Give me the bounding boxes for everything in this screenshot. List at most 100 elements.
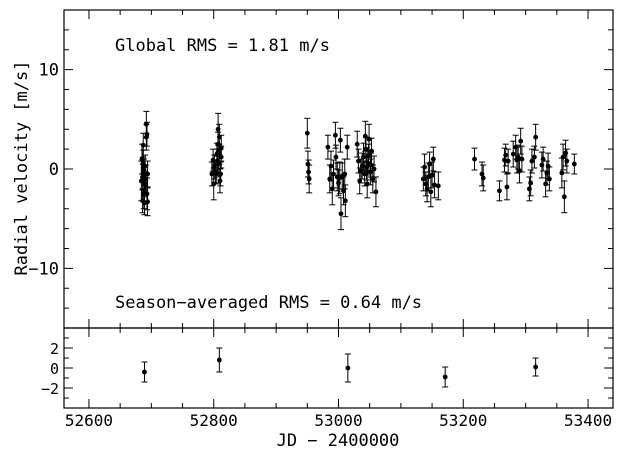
residual-point-1 <box>216 347 223 373</box>
data-point <box>528 180 534 186</box>
data-point <box>338 211 344 217</box>
main-point-89 <box>480 164 487 192</box>
residual-point-4 <box>532 357 539 377</box>
data-point <box>218 154 224 160</box>
data-point <box>432 182 437 188</box>
data-point <box>362 133 368 139</box>
residual-plot-frame <box>63 327 614 409</box>
data-point <box>510 151 516 157</box>
data-point <box>560 154 566 160</box>
x-tick-label: 53400 <box>564 411 612 430</box>
data-point <box>371 166 377 172</box>
y-tick-label: 10 <box>39 61 59 81</box>
data-point <box>472 156 477 162</box>
data-point <box>515 154 521 160</box>
data-point <box>533 364 539 370</box>
x-tick-label: 52800 <box>190 411 238 430</box>
x-axis-label: JD − 2400000 <box>277 431 400 450</box>
data-point <box>533 134 539 140</box>
main-point-85 <box>431 171 438 199</box>
global-rms-annotation: Global RMS = 1.81 m/s <box>115 36 330 56</box>
data-point <box>518 138 524 144</box>
main-point-117 <box>563 148 570 174</box>
main-point-94 <box>505 148 512 174</box>
data-point <box>505 158 511 164</box>
main-point-86 <box>435 171 442 201</box>
data-point <box>145 171 150 177</box>
data-point <box>142 369 147 375</box>
main-point-54 <box>342 184 349 218</box>
data-point <box>531 154 537 160</box>
y-tick-label: 2 <box>50 340 59 358</box>
main-point-113 <box>558 157 565 189</box>
y-tick-label: 0 <box>49 160 59 180</box>
data-point <box>341 188 346 194</box>
data-point <box>430 156 436 162</box>
x-tick-label: 53000 <box>314 411 362 430</box>
data-point <box>140 142 146 148</box>
main-point-34 <box>218 145 225 169</box>
main-point-104 <box>528 148 535 174</box>
main-x-ticks <box>88 10 589 328</box>
main-point-100 <box>517 127 524 155</box>
residual-panel: −2 0 2 52600 52800 53000 53200 53400 JD − 2400… <box>41 327 614 450</box>
data-point <box>209 171 215 177</box>
data-point <box>364 181 370 187</box>
data-point <box>333 154 339 160</box>
residual-point-2 <box>344 353 351 383</box>
data-point <box>142 163 148 169</box>
y-tick-label: −10 <box>28 259 59 279</box>
residual-data-points <box>141 347 539 388</box>
main-point-16 <box>144 187 151 217</box>
main-point-112 <box>546 166 553 192</box>
data-point <box>429 172 435 178</box>
data-point <box>217 178 223 184</box>
main-point-105 <box>531 145 538 169</box>
main-point-84 <box>430 146 437 172</box>
data-point <box>345 365 351 371</box>
main-point-61 <box>360 142 367 172</box>
main-point-47 <box>335 169 342 197</box>
main-point-93 <box>503 173 510 201</box>
data-point <box>306 176 312 182</box>
data-point <box>540 156 546 162</box>
residual-y-ticks: −2 0 2 <box>41 327 613 409</box>
season-rms-annotation: Season−averaged RMS = 0.64 m/s <box>115 293 422 313</box>
data-point <box>328 163 334 169</box>
main-point-49 <box>337 127 344 153</box>
data-point <box>519 156 525 162</box>
main-point-44 <box>332 121 339 149</box>
main-point-115 <box>561 180 568 214</box>
main-point-75 <box>372 176 379 208</box>
data-point <box>331 171 336 177</box>
main-point-50 <box>337 197 344 231</box>
main-point-108 <box>540 146 547 172</box>
main-point-27 <box>215 112 222 146</box>
residual-x-ticks: 52600 52800 53000 53200 53400 <box>65 328 612 430</box>
main-point-82 <box>427 176 434 208</box>
main-point-102 <box>526 176 533 202</box>
main-point-116 <box>562 139 569 167</box>
data-point <box>354 141 360 147</box>
data-point <box>497 188 502 194</box>
data-point <box>442 374 448 380</box>
x-tick-label: 53200 <box>439 411 487 430</box>
main-point-64 <box>362 136 369 162</box>
main-point-87 <box>471 147 478 171</box>
main-point-45 <box>333 144 340 170</box>
main-point-74 <box>371 155 378 183</box>
main-point-95 <box>510 140 517 168</box>
main-point-14 <box>143 177 150 211</box>
data-point <box>561 194 567 200</box>
data-point <box>504 184 510 190</box>
data-point <box>480 175 486 181</box>
residual-point-0 <box>141 361 148 383</box>
residual-point-3 <box>442 366 449 388</box>
y-tick-label: −2 <box>41 380 59 398</box>
data-point <box>216 357 222 363</box>
data-point <box>427 161 432 167</box>
data-point <box>517 168 522 174</box>
main-point-56 <box>354 130 361 158</box>
y-tick-label: 0 <box>50 360 59 378</box>
